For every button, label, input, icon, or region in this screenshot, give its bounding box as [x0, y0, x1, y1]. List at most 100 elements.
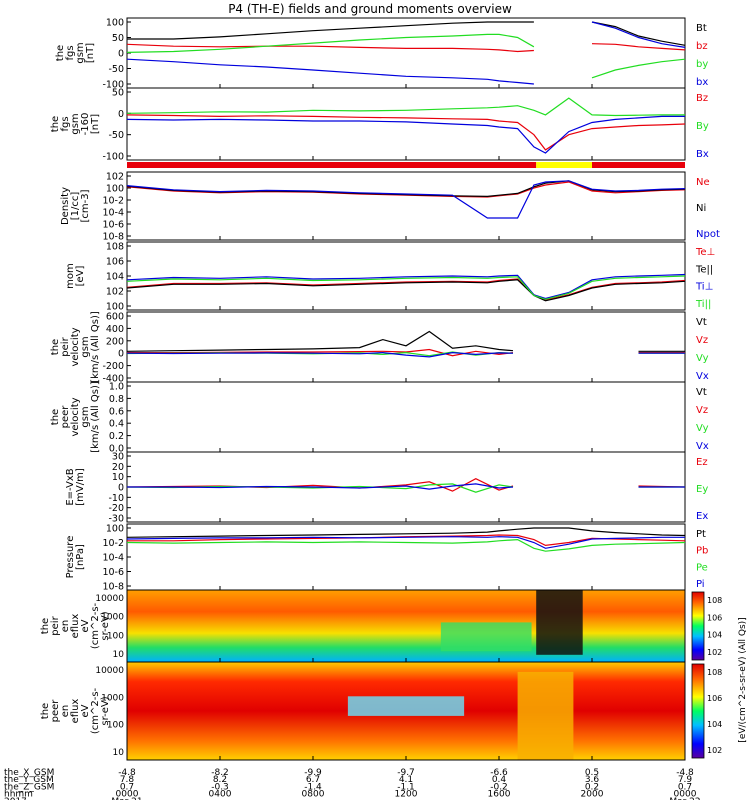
x-tick-label: 6.7	[306, 775, 320, 785]
series-line-Bt	[127, 21, 686, 46]
colorbar-tick-label: 108	[707, 668, 722, 677]
y-tick-label: 10000	[95, 594, 124, 604]
colorbar-label: [eV/(cm^2-s-sr-eV) (All Qs)]	[738, 617, 748, 742]
y-axis-label: Pressure[nPa]	[65, 536, 86, 579]
y-tick-label: -100	[102, 152, 124, 163]
x-row-label: hhmm	[4, 790, 33, 800]
y-tick-label: 50	[112, 88, 124, 99]
colorbar-tick-label: 106	[707, 694, 722, 703]
legend-entry-Ey: Ey	[696, 484, 708, 495]
series-line-Te	[126, 278, 686, 301]
panel-fgs: 100 50 0 -50 -100 thefgsgsm[nT] Bt bz by bx	[55, 17, 708, 91]
colorbar-tick-label: 102	[707, 746, 722, 755]
series-line-Te	[126, 279, 686, 302]
series-line-by	[126, 33, 686, 79]
legend-entry-Vy: Vy	[696, 353, 709, 364]
x-tick-label: 1200	[395, 790, 418, 800]
legend-entry-Pt: Pt	[696, 529, 706, 540]
x-tick-label: 7.9	[678, 775, 693, 785]
x-tick-label: 3.6	[585, 775, 600, 785]
legend-entry-Ti: Ti||	[695, 299, 711, 310]
legend-entry-Vz: Vz	[696, 405, 708, 416]
legend-entry-by: by	[696, 59, 708, 70]
x-tick-label: 0000	[674, 790, 697, 800]
status-bar	[127, 162, 685, 168]
colorbar	[691, 591, 705, 661]
y-axis-label: Density[1/cc][cm-3]	[60, 187, 91, 225]
panel-fgs-dsl: 50 0 -50 -100 thefgsgsm-160[nT] Bz By Bx	[50, 87, 709, 163]
series-line-Pi	[126, 536, 685, 549]
x-tick-label: -9.9	[304, 768, 322, 778]
y-tick-label: 0	[118, 49, 124, 60]
y-tick-label: 600	[106, 312, 124, 323]
legend-entry-Bx: Bx	[696, 149, 709, 160]
x-tick-label: 0.4	[492, 775, 507, 785]
legend-entry-bz: bz	[696, 41, 708, 52]
y-tick-label: 10-4	[102, 553, 124, 564]
y-tick-label: 0.2	[109, 431, 124, 442]
y-tick-label: 0	[118, 483, 124, 494]
series-line-Ti	[126, 273, 686, 300]
y-tick-label: 10-8	[102, 582, 124, 593]
panel-peer-velocity: 1.00.80.6 0.40.2 0.0 thepeervelocitygsm[km/…	[50, 381, 709, 454]
y-tick-label: 100	[106, 302, 124, 313]
colorbar-tick-label: 108	[707, 596, 722, 605]
colorbar-tick-label: 104	[707, 720, 722, 729]
y-tick-label: 100	[107, 721, 124, 731]
y-tick-label: 100	[106, 18, 124, 29]
y-axis-label: thefgsgsm-160[nT]	[50, 113, 101, 136]
y-tick-label: -200	[102, 361, 124, 372]
legend-entry-bx: bx	[696, 77, 708, 88]
y-tick-label: 10	[113, 650, 125, 660]
y-tick-label: 104	[106, 272, 124, 283]
y-tick-label: 0	[118, 349, 124, 360]
series-line-Bx	[126, 115, 685, 154]
x-row-label: the_X_GSM	[4, 768, 54, 778]
y-axis-label: thepeirenefluxeV(cm^2-s-sr-eV)	[40, 602, 111, 649]
series-line-Vx	[126, 351, 685, 358]
y-tick-label: 10-2	[102, 196, 124, 207]
y-tick-label: 100	[107, 631, 124, 641]
y-tick-label: 200	[106, 336, 124, 347]
spectrogram-region	[440, 622, 532, 652]
series-line-Ti	[126, 275, 686, 300]
legend-entry-Npot: Npot	[696, 229, 720, 240]
y-tick-label: 100	[106, 184, 124, 195]
legend-entry-Vx: Vx	[696, 441, 709, 452]
x-tick-label: -0.3	[211, 782, 229, 792]
colorbar	[691, 663, 705, 759]
x-tick-label: -9.7	[397, 768, 415, 778]
x-tick-label: -1.4	[304, 782, 322, 792]
legend-entry-Vx: Vx	[696, 371, 709, 382]
y-tick-label: -50	[108, 64, 124, 75]
y-tick-label: -50	[108, 130, 124, 141]
y-tick-label: -10	[108, 493, 124, 504]
panels: 100500-50-100thefgsgsm[nT]Btbzbybx500-50…	[40, 17, 748, 761]
y-tick-label: -400	[102, 374, 124, 385]
panel-peir-spectrogram: 10000 1000 100 10 108 106 104 102 [eV/(cm^2-s-sr…	[40, 589, 748, 743]
legend-entry-Ti: Ti⊥	[695, 282, 713, 293]
x-tick-label: 1600	[488, 790, 511, 800]
x-tick-label: 0.2	[585, 782, 599, 792]
series-line-Ex	[127, 483, 685, 490]
y-tick-label: 0	[118, 109, 124, 120]
x-tick-label: 8.2	[213, 775, 227, 785]
y-tick-label: 0.0	[109, 444, 124, 455]
y-axis-label: thepeerenefluxeV(cm^2-s-sr-eV)	[40, 687, 111, 734]
status-segment	[127, 162, 537, 168]
status-segment	[592, 162, 685, 168]
y-tick-label: 102	[106, 172, 124, 183]
y-tick-label: -100	[102, 80, 124, 91]
panel-frame	[126, 241, 686, 311]
colorbar-tick-label: 102	[707, 648, 722, 657]
x-row-label: the_Z_GSM	[4, 782, 54, 792]
legend-entry-Vt: Vt	[696, 387, 707, 398]
x-tick-label: 0800	[302, 790, 325, 800]
series-line-bx	[126, 21, 686, 85]
y-tick-label: -30	[108, 514, 124, 525]
y-axis-label: thepeervelocitygsm[km/s (All Qs)]	[50, 381, 101, 453]
legend-entry-Te: Te||	[695, 264, 713, 275]
